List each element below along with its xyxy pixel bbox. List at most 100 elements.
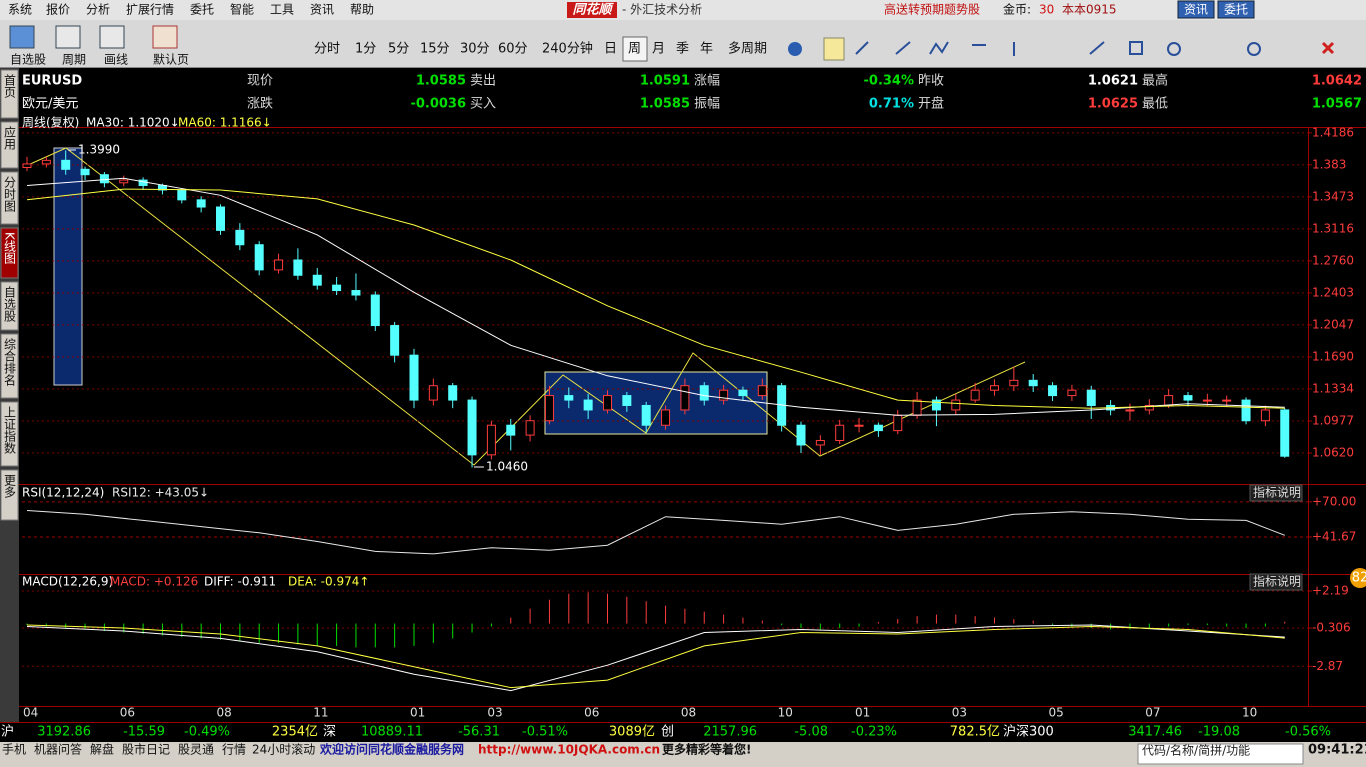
pointer-tool[interactable]: [823, 37, 845, 61]
candle-body: [332, 284, 342, 292]
search-box[interactable]: [1137, 743, 1304, 765]
tool-label[interactable]: 画线: [104, 53, 128, 67]
sidebar-tab-label[interactable]: 分时图: [3, 176, 17, 212]
sidebar-tab[interactable]: [0, 401, 19, 467]
candle-body: [370, 294, 380, 327]
top-button-label[interactable]: 资讯: [1184, 3, 1208, 17]
draw-tool[interactable]: [895, 41, 911, 55]
footer-link[interactable]: 行情: [222, 743, 246, 757]
footer-link[interactable]: 机器问答: [34, 742, 82, 757]
y-tick-label: 1.3116: [1312, 221, 1354, 235]
delete-tool[interactable]: [1321, 41, 1335, 55]
y-tick-label: 1.3473: [1312, 189, 1354, 203]
candle-body: [1028, 379, 1038, 387]
info-button[interactable]: [1249, 573, 1303, 591]
badge-label[interactable]: 82: [1352, 571, 1366, 586]
sidebar-tab-label[interactable]: 自选股: [3, 286, 17, 323]
info-button[interactable]: [1249, 484, 1303, 502]
drawn-box[interactable]: [53, 147, 83, 386]
menu-item[interactable]: 资讯: [310, 3, 334, 17]
tool-icon[interactable]: [152, 25, 178, 49]
promo-link[interactable]: 高送转预期题势股: [884, 2, 980, 17]
tool-label[interactable]: 默认页: [153, 52, 189, 67]
period-button[interactable]: 季: [676, 42, 689, 57]
footer-link[interactable]: 股灵通: [178, 743, 214, 757]
candle-body: [61, 159, 71, 170]
quote-label: 卖出: [470, 74, 496, 89]
top-button[interactable]: [1217, 0, 1255, 19]
candle-body: [680, 385, 690, 411]
tool-icon[interactable]: [9, 25, 35, 49]
tool-label[interactable]: 周期: [62, 53, 86, 67]
menu-item[interactable]: 智能: [230, 2, 254, 17]
drawn-box[interactable]: [544, 371, 768, 435]
period-button[interactable]: 年: [700, 42, 713, 57]
sidebar-tab[interactable]: [0, 171, 19, 225]
footer-link[interactable]: 手机: [2, 743, 26, 757]
draw-tool[interactable]: [855, 41, 869, 55]
top-button[interactable]: [1177, 0, 1215, 19]
draw-tool[interactable]: [1089, 41, 1105, 55]
info-button-label[interactable]: 指标说明: [1253, 574, 1301, 589]
top-button-label[interactable]: 委托: [1224, 3, 1248, 17]
period-button[interactable]: 多周期: [728, 41, 767, 57]
footer-link[interactable]: 股市日记: [122, 742, 170, 757]
x-tick-label: 01: [855, 706, 870, 720]
tool-icon[interactable]: [99, 25, 125, 49]
draw-tool[interactable]: [1167, 42, 1181, 56]
sidebar-tab[interactable]: [0, 121, 19, 169]
menu-item[interactable]: 帮助: [350, 3, 374, 17]
sidebar-tab-label[interactable]: 应用: [3, 125, 17, 151]
candle-body: [873, 424, 883, 432]
sidebar-tab-label[interactable]: 首页: [3, 74, 17, 99]
draw-tool[interactable]: [1129, 41, 1143, 55]
x-tick-label: 07: [1145, 706, 1160, 720]
sidebar-tab-label[interactable]: K线图: [3, 232, 17, 264]
candle-body: [854, 424, 864, 427]
sidebar-tab[interactable]: [0, 469, 19, 521]
period-button[interactable]: 1分: [355, 42, 376, 57]
sidebar-tab-label[interactable]: 上证指数: [3, 406, 17, 455]
menu-item[interactable]: 分析: [86, 3, 110, 17]
candle-body: [641, 404, 651, 426]
tool-label[interactable]: 自选股: [10, 53, 46, 67]
footer-link[interactable]: 解盘: [90, 742, 114, 757]
menu-bar: [0, 0, 1366, 20]
search-placeholder[interactable]: 代码/名称/简拼/功能: [1142, 743, 1250, 758]
sidebar-tab-label[interactable]: 综合排名: [3, 338, 17, 386]
info-button-label[interactable]: 指标说明: [1253, 485, 1301, 500]
sidebar-tab[interactable]: [0, 281, 19, 331]
period-button[interactable]: 5分: [388, 42, 409, 57]
period-button[interactable]: 60分: [498, 42, 528, 57]
menu-item[interactable]: 委托: [190, 3, 214, 17]
period-button[interactable]: 分时: [314, 42, 340, 57]
period-button[interactable]: 周: [628, 42, 641, 57]
x-tick-label: 11: [313, 706, 328, 720]
menu-item[interactable]: 报价: [46, 2, 70, 17]
badge[interactable]: [1350, 568, 1366, 588]
sidebar-tab[interactable]: [0, 227, 19, 279]
period-button[interactable]: 日: [604, 42, 617, 57]
tool-icon[interactable]: [55, 25, 81, 49]
candle-body: [22, 163, 32, 169]
footer-url[interactable]: http://www.10JQKA.com.cn: [478, 743, 660, 757]
footer-link[interactable]: 24小时滚动: [252, 742, 315, 757]
sidebar-tab-label[interactable]: 更多: [3, 474, 17, 499]
sidebar-tab[interactable]: [0, 69, 19, 119]
menu-item[interactable]: 系统: [8, 3, 32, 17]
sidebar-tab[interactable]: [0, 333, 19, 399]
menu-item[interactable]: 扩展行情: [126, 3, 174, 17]
settings-icon[interactable]: [788, 42, 802, 56]
period-button[interactable]: 月: [652, 42, 665, 57]
draw-tool[interactable]: [1247, 42, 1261, 56]
period-button[interactable]: 15分: [420, 42, 450, 57]
candle-body: [1067, 389, 1077, 397]
period-button[interactable]: 240分钟: [542, 41, 593, 57]
draw-tool[interactable]: [929, 41, 949, 55]
menu-item[interactable]: 工具: [270, 3, 294, 17]
x-tick-label: 06: [120, 706, 135, 720]
quote-label: 现价: [247, 74, 273, 89]
y-tick-label: 1.4186: [1312, 125, 1354, 139]
period-button[interactable]: 30分: [460, 42, 490, 57]
